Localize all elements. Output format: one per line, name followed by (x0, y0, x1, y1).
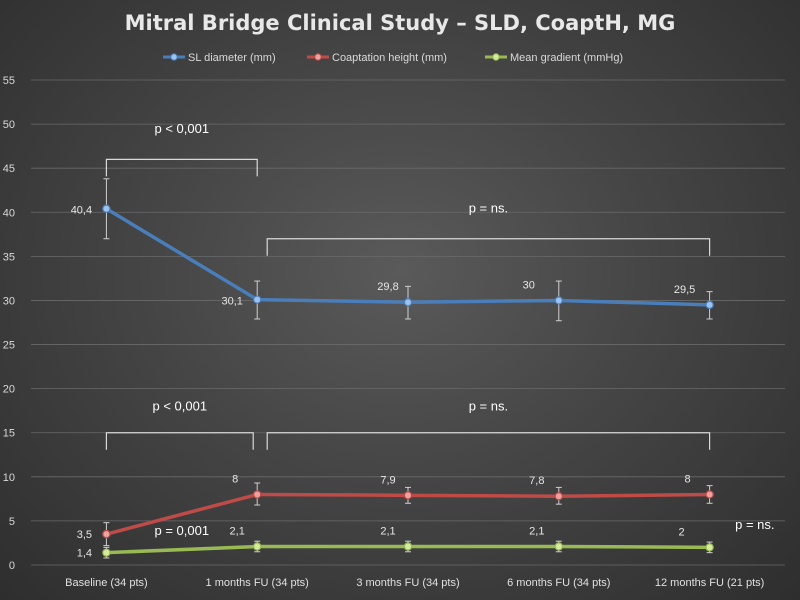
data-label: 8 (685, 473, 691, 485)
data-point (554, 492, 564, 501)
series (102, 178, 714, 559)
significance-label: p < 0,001 (153, 399, 208, 414)
y-axis: 0 5 10 15 20 25 30 35 40 45 50 55 (3, 75, 15, 572)
significance-bracket (266, 432, 711, 450)
data-point (253, 542, 262, 551)
y-tick-label: 20 (3, 384, 15, 396)
data-label: 7,9 (380, 474, 395, 486)
significance-label: p = 0,001 (155, 523, 210, 538)
x-tick-label: 12 months FU (21 pts) (655, 577, 764, 589)
data-point (403, 491, 413, 500)
data-point (102, 529, 111, 539)
data-point (102, 548, 111, 557)
significance-bracket (105, 158, 258, 177)
data-point (705, 490, 714, 499)
data-point (554, 296, 564, 305)
data-label: 7,8 (529, 475, 544, 487)
legend: SL diameter (mm) Coaptation height (mm) Me… (163, 52, 623, 64)
data-labels: 40,4 30,1 29,8 30 29,5 3,5 8 7,9 7,8 8 1,4 2,1 2,1 2,… (71, 205, 696, 560)
legend-label: Coaptation height (mm) (332, 52, 447, 64)
data-point (705, 543, 714, 552)
data-label: 2,1 (380, 525, 395, 537)
data-point (403, 298, 413, 307)
data-label: 29,8 (377, 281, 398, 293)
data-label: 8 (232, 473, 238, 485)
data-point (253, 490, 262, 499)
data-label: 40,4 (71, 205, 92, 217)
y-tick-label: 50 (3, 119, 15, 131)
x-tick-label: 1 months FU (34 pts) (206, 577, 309, 589)
data-label: 2,1 (230, 525, 245, 537)
x-tick-label: 3 months FU (34 pts) (356, 577, 459, 589)
x-tick-label: 6 months FU (34 pts) (507, 577, 610, 589)
y-tick-label: 40 (3, 207, 15, 219)
legend-label: Mean gradient (mmHg) (510, 52, 623, 64)
y-tick-label: 5 (9, 516, 15, 528)
x-axis: Baseline (34 pts) 1 months FU (34 pts) 3 m… (65, 577, 764, 589)
y-tick-label: 10 (3, 472, 15, 484)
y-tick-label: 0 (9, 560, 15, 572)
gridlines (31, 79, 785, 566)
y-tick-label: 35 (3, 251, 15, 263)
data-label: 2 (679, 526, 685, 538)
y-tick-label: 15 (3, 428, 15, 440)
legend-marker (492, 53, 500, 61)
legend-marker (314, 53, 322, 61)
annotations: p < 0,001 p = ns. p < 0,001 p = ns. p = 0,00… (105, 121, 775, 538)
data-label: 29,5 (674, 284, 695, 296)
data-point (705, 300, 714, 310)
significance-label: p = ns. (469, 200, 508, 215)
legend-label: SL diameter (mm) (188, 52, 276, 64)
data-point (253, 295, 262, 304)
significance-bracket (266, 238, 711, 256)
significance-label: p = ns. (469, 399, 508, 414)
significance-bracket (105, 432, 254, 450)
y-tick-label: 25 (3, 340, 15, 352)
data-label: 2,1 (529, 525, 544, 537)
y-tick-label: 55 (3, 75, 15, 87)
legend-marker (170, 53, 178, 61)
chart-title: Mitral Bridge Clinical Study – SLD, Coap… (125, 11, 676, 35)
data-label: 30 (523, 279, 535, 291)
data-label: 3,5 (77, 529, 92, 541)
data-label: 30,1 (221, 296, 242, 308)
data-point (554, 542, 564, 551)
data-label: 1,4 (77, 548, 92, 560)
data-point (102, 204, 111, 213)
y-tick-label: 45 (3, 163, 15, 175)
significance-label: p = ns. (735, 517, 774, 532)
y-tick-label: 30 (3, 295, 15, 307)
data-point (403, 542, 413, 551)
x-tick-label: Baseline (34 pts) (65, 577, 148, 589)
significance-label: p < 0,001 (155, 121, 210, 136)
